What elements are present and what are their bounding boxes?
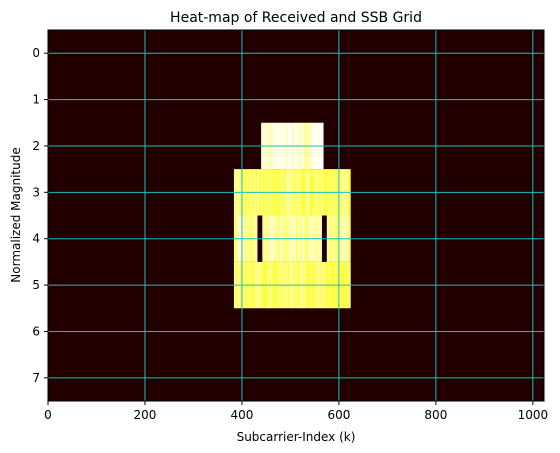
- x-tick-label: 400: [230, 408, 253, 422]
- y-tick-label: 6: [32, 324, 40, 338]
- y-tick-label: 2: [32, 139, 40, 153]
- y-tick-label: 4: [32, 232, 40, 246]
- y-axis-ticks: 0 1 2 3 4 5 6 7: [32, 46, 48, 385]
- x-axis-ticks: 0 200 400 600 800 1000: [44, 401, 548, 422]
- chart-title: Heat-map of Received and SSB Grid: [170, 10, 422, 26]
- x-tick-label: 200: [134, 408, 157, 422]
- plot-frame: [47, 29, 545, 402]
- plot-area: [48, 30, 544, 401]
- y-tick-label: 1: [32, 93, 40, 107]
- x-tick-label: 0: [44, 408, 52, 422]
- x-tick-label: 800: [424, 408, 447, 422]
- y-axis-label: Normalized Magnitude: [9, 147, 23, 282]
- x-tick-label: 1000: [518, 408, 549, 422]
- y-tick-label: 0: [32, 46, 40, 60]
- x-tick-label: 600: [327, 408, 350, 422]
- y-tick-label: 5: [32, 278, 40, 292]
- y-tick-label: 7: [32, 371, 40, 385]
- y-tick-label: 3: [32, 185, 40, 199]
- x-axis-label: Subcarrier-Index (k): [237, 430, 356, 444]
